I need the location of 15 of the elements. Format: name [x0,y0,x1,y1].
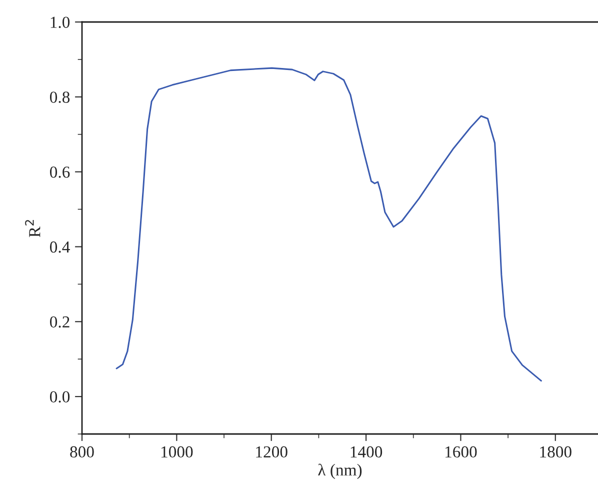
y-tick-label: 0.4 [50,241,70,253]
y-tick-label: 0.6 [50,166,70,178]
x-tick-label: 1000 [161,446,193,458]
x-tick-label: 800 [70,446,94,458]
y-tick-label: 1.0 [50,16,70,28]
x-tick-label: 1400 [350,446,382,458]
x-tick-label: 1600 [446,446,477,458]
y-axis-title: R$^{2}$ [25,220,40,238]
x-tick-label: 1800 [540,446,572,458]
x-axis-title: λ (nm) [318,464,362,479]
y-tick-label: 0.8 [50,92,70,103]
y-tick-label: 0.2 [50,316,70,328]
y-tick-label: 0.0 [50,391,70,403]
line-series [116,67,542,382]
x-tick-label: 1200 [256,446,288,458]
